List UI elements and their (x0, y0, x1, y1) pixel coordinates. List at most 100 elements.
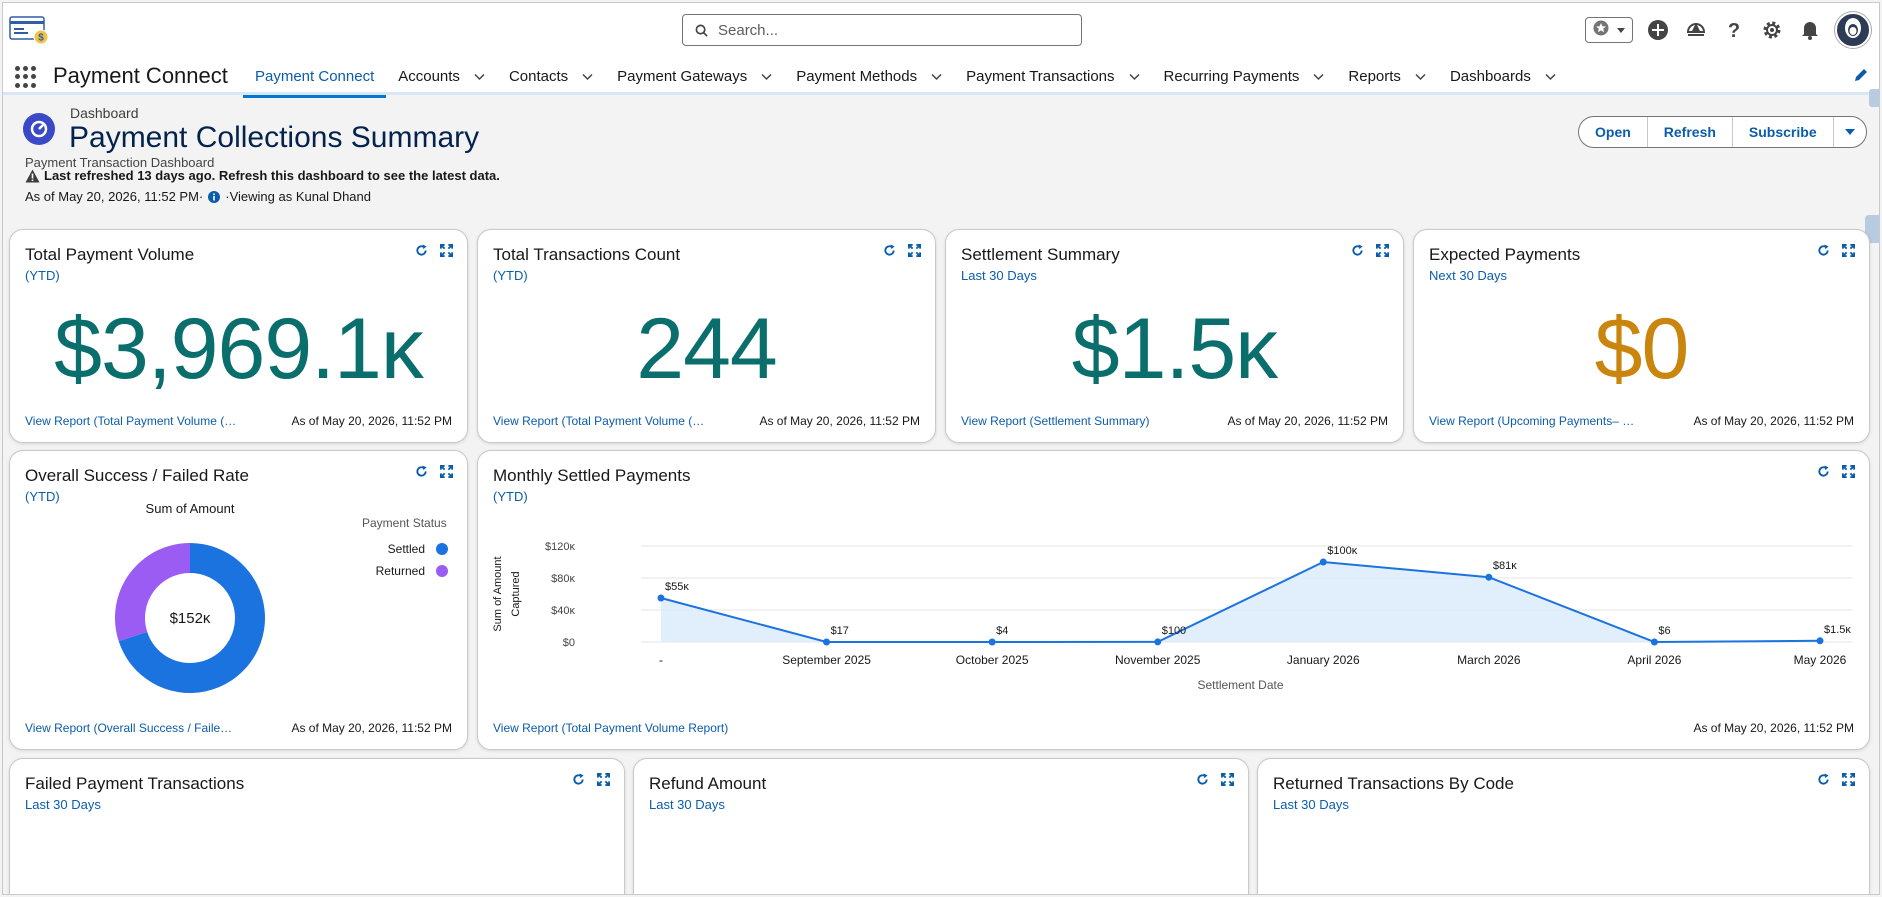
view-report-link[interactable]: View Report (Overall Success / Faile… (25, 721, 233, 735)
nav-tab[interactable]: Reports (1336, 57, 1438, 95)
expand-icon[interactable] (1842, 465, 1855, 483)
chevron-down-icon[interactable] (582, 68, 593, 85)
returned-transactions-by-code-card: Returned Transactions By Code Last 30 Da… (1257, 758, 1870, 894)
chevron-down-icon[interactable] (761, 68, 772, 85)
data-point[interactable] (1154, 638, 1162, 646)
bell-icon[interactable] (1797, 17, 1823, 43)
nav-tab-label: Payment Gateways (617, 67, 748, 85)
chevron-down-icon[interactable] (1545, 68, 1556, 85)
data-point[interactable] (823, 638, 831, 646)
chevron-down-icon[interactable] (1128, 68, 1140, 85)
add-icon[interactable] (1645, 17, 1671, 43)
trailhead-icon[interactable] (1683, 17, 1709, 43)
favorites-button[interactable] (1585, 17, 1633, 43)
global-search-input[interactable]: Search... (682, 14, 1082, 46)
chevron-down-icon[interactable] (931, 68, 942, 85)
expand-icon[interactable] (1376, 244, 1389, 262)
info-icon[interactable] (208, 190, 221, 203)
y-axis-label: Sum of Amount Captured (492, 556, 522, 631)
refresh-button[interactable]: Refresh (1648, 117, 1733, 147)
view-report-link[interactable]: View Report (Total Payment Volume Report… (493, 721, 729, 735)
data-point[interactable] (1650, 638, 1658, 646)
refresh-icon[interactable] (1817, 244, 1830, 262)
legend-label: Returned (376, 564, 425, 578)
subscribe-button[interactable]: Subscribe (1733, 117, 1834, 147)
nav-tab[interactable]: Contacts (497, 57, 605, 95)
expand-icon[interactable] (1842, 244, 1855, 262)
nav-tab-label: Payment Methods (796, 67, 918, 85)
expand-icon[interactable] (908, 244, 921, 262)
refresh-icon[interactable] (415, 465, 428, 483)
card-subtitle: Next 30 Days (1429, 268, 1508, 283)
card-as-of: As of May 20, 2026, 11:52 PM (759, 414, 920, 428)
more-actions-button[interactable] (1834, 117, 1866, 147)
chevron-down-icon (1844, 129, 1855, 135)
chevron-down-icon[interactable] (1313, 68, 1324, 85)
nav-tab[interactable]: Payment Transactions (954, 57, 1151, 95)
legend-swatch[interactable] (436, 543, 448, 555)
nav-tab[interactable]: Accounts (386, 57, 497, 95)
app-logo-icon[interactable]: $ (9, 15, 49, 45)
x-tick-label: - (659, 653, 663, 667)
nav-tab[interactable]: Dashboards (1438, 57, 1568, 95)
view-report-link[interactable]: View Report (Total Payment Volume (… (25, 414, 237, 428)
search-icon (695, 24, 708, 37)
expand-icon[interactable] (440, 465, 453, 483)
refresh-icon[interactable] (1196, 773, 1209, 791)
refresh-icon[interactable] (1351, 244, 1364, 262)
svg-text:?: ? (1728, 20, 1740, 41)
user-avatar[interactable] (1835, 12, 1871, 48)
nav-tab[interactable]: Recurring Payments (1152, 57, 1337, 95)
chevron-down-icon[interactable] (1415, 68, 1426, 85)
open-button[interactable]: Open (1579, 117, 1648, 147)
refresh-icon[interactable] (883, 244, 896, 262)
star-icon (1593, 20, 1609, 41)
total-transactions-count-card: Total Transactions Count (YTD) 244 View … (477, 229, 936, 443)
view-report-link[interactable]: View Report (Total Payment Volume (… (493, 414, 705, 428)
nav-tab[interactable]: Payment Connect (243, 57, 387, 98)
y-tick-label: $80ĸ (551, 573, 575, 585)
x-tick-label: January 2026 (1287, 653, 1360, 667)
legend-swatch[interactable] (436, 565, 448, 577)
card-subtitle: Last 30 Days (25, 797, 101, 812)
data-point[interactable] (1485, 573, 1493, 581)
y-tick-label: $0 (563, 637, 575, 649)
data-point[interactable] (988, 638, 996, 646)
nav-tab-label: Payment Connect (255, 67, 375, 85)
expand-icon[interactable] (597, 773, 610, 791)
refresh-icon[interactable] (572, 773, 585, 791)
card-as-of: As of May 20, 2026, 11:52 PM (291, 721, 452, 735)
side-panel-handle[interactable] (1869, 89, 1879, 107)
data-point[interactable] (1816, 637, 1824, 645)
total-payment-volume-card: Total Payment Volume (YTD) $3,969.1ĸ Vie… (9, 229, 468, 443)
dashboard-subtitle: Payment Transaction Dashboard (25, 155, 215, 170)
metric-value: $1.5ĸ (1071, 301, 1278, 397)
nav-tab[interactable]: Payment Gateways (605, 57, 784, 95)
nav-tab[interactable]: Payment Methods (784, 57, 954, 95)
series-line (660, 560, 1821, 643)
data-label: $4 (996, 625, 1008, 637)
donut-slice[interactable] (115, 543, 190, 642)
as-of-text: As of May 20, 2026, 11:52 PM· (25, 189, 204, 204)
refresh-icon[interactable] (415, 244, 428, 262)
refresh-icon[interactable] (1817, 465, 1830, 483)
view-report-link[interactable]: View Report (Settlement Summary) (961, 414, 1150, 428)
legend-title: Payment Status (362, 516, 447, 530)
help-icon[interactable]: ? (1721, 17, 1747, 43)
expand-icon[interactable] (440, 244, 453, 262)
gear-icon[interactable] (1759, 17, 1785, 43)
app-launcher-icon[interactable] (15, 66, 37, 88)
search-placeholder: Search... (718, 21, 779, 39)
x-tick-label: September 2025 (782, 653, 871, 667)
view-report-link[interactable]: View Report (Upcoming Payments– … (1429, 414, 1635, 428)
data-point[interactable] (1319, 558, 1327, 566)
viewing-as-text: ·Viewing as Kunal Dhand (225, 189, 371, 204)
expand-icon[interactable] (1221, 773, 1234, 791)
refresh-icon[interactable] (1817, 773, 1830, 791)
chevron-down-icon[interactable] (474, 68, 485, 85)
donut-slice[interactable] (118, 543, 265, 693)
card-as-of: As of May 20, 2026, 11:52 PM (291, 414, 452, 428)
expand-icon[interactable] (1842, 773, 1855, 791)
edit-nav-icon[interactable] (1853, 67, 1869, 88)
data-point[interactable] (657, 594, 665, 602)
